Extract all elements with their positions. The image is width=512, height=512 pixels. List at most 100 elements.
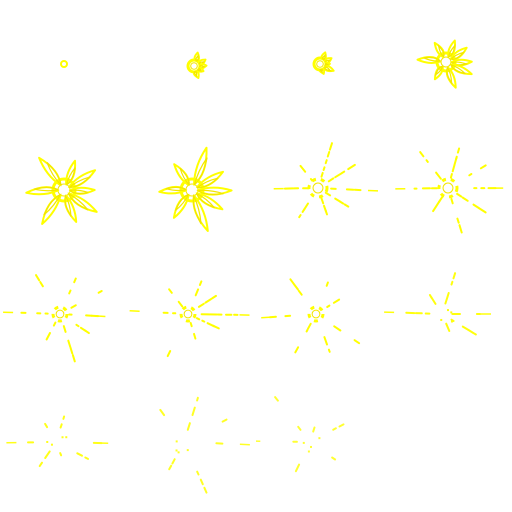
spark-fragment [189, 322, 193, 328]
spark-fragment [191, 406, 196, 417]
spark-speck [302, 441, 305, 444]
spark-fragment [294, 463, 301, 473]
spark-fragment [38, 461, 43, 468]
spark-arm-inner [195, 192, 216, 209]
sprite-frame [384, 0, 512, 128]
sprite-frame [384, 128, 512, 256]
spark-fragment [322, 166, 326, 171]
spark-fragment [472, 203, 480, 209]
spark-fragment [221, 418, 228, 423]
sprite-frame [256, 128, 384, 256]
spark-fragment [84, 456, 89, 460]
spark-fragment [297, 289, 303, 296]
spark-fragment [445, 322, 451, 332]
spark-arm-inner [324, 66, 332, 72]
spark-core-inner [311, 309, 321, 319]
spark-core-inner [312, 182, 324, 194]
spark-fragment [456, 217, 460, 224]
empty-frame [384, 384, 512, 512]
spark-fragment [177, 300, 184, 308]
spark-speck [177, 451, 180, 454]
spark-fragment [62, 325, 67, 333]
spark-fragment [324, 159, 328, 165]
spark-arm-inner [67, 176, 91, 188]
spark-fragment [479, 164, 487, 170]
spark-fragment [168, 464, 173, 471]
sprite-frame [128, 256, 256, 384]
spark-arm-inner [67, 192, 89, 211]
spark-fragment [297, 425, 302, 431]
spark-arm-inner [319, 68, 323, 74]
spark-fragment [333, 325, 342, 332]
spark-fragment [159, 408, 166, 417]
spark-fragment [324, 191, 332, 197]
spark-fragment [211, 294, 217, 300]
spark-fragment [338, 200, 345, 205]
sprite-frame [384, 256, 512, 384]
spark-fragment [293, 283, 299, 291]
spark-fragment [324, 209, 328, 216]
spark-burst-icon [273, 142, 379, 219]
sprite-frame [0, 0, 128, 128]
spark-arm-inner [193, 157, 208, 187]
spark-fragment [69, 346, 74, 355]
spark-fragment [73, 277, 77, 284]
spark-arm-inner [450, 51, 466, 60]
spark-fragment [201, 319, 206, 323]
spark-fragment [461, 196, 469, 202]
spark-fragment [67, 339, 72, 348]
spark-fragment [166, 350, 172, 358]
spark-arm-inner [43, 193, 62, 216]
spark-arm-inner [195, 177, 219, 189]
sprite-frame [128, 128, 256, 256]
spark-fragment [299, 164, 307, 173]
spark-speck [446, 309, 449, 312]
spark-fragment [76, 452, 83, 457]
sprite-frame [0, 128, 128, 256]
spark-speck [175, 449, 178, 452]
spark-speck [61, 436, 64, 439]
spark-fragment [468, 173, 473, 177]
spark-fragment [449, 173, 453, 179]
spark-arm-inner [196, 189, 224, 195]
spark-speck [450, 320, 453, 323]
spark-speck [175, 440, 178, 443]
spark-fragment [458, 224, 463, 234]
spark-fragment [328, 142, 333, 151]
spark-fragment [186, 422, 191, 431]
spark-streak [261, 316, 272, 319]
spark-core-inner [183, 309, 193, 319]
spark-fragment [44, 422, 49, 429]
spark-arm-inner [321, 53, 326, 61]
spark-burst-icon [60, 60, 68, 68]
spark-fragment [289, 278, 295, 286]
spark-arm-inner [448, 43, 456, 58]
spark-fragment [319, 195, 325, 205]
spark-fragment [75, 323, 80, 328]
sprite-frame [0, 384, 128, 512]
spark-burst-icon [261, 278, 361, 354]
spark-arm-inner [193, 71, 198, 78]
spark-arm-inner [192, 193, 202, 225]
spark-speck [318, 437, 321, 440]
spark-fragment [303, 202, 309, 211]
spark-fragment [97, 290, 103, 294]
spark-burst-icon [416, 39, 473, 89]
spark-burst-icon [129, 280, 250, 358]
spark-fragment [332, 427, 337, 431]
spark-burst-icon [6, 415, 109, 468]
spark-arm-inner [179, 167, 190, 186]
spark-speck [186, 449, 189, 452]
spark-fragment [59, 452, 63, 457]
spark-fragment [456, 192, 463, 198]
sprite-frame [128, 0, 256, 128]
spark-arm-inner [423, 56, 442, 62]
spark-fragment [435, 171, 442, 180]
spark-fragment [452, 272, 457, 280]
spark-core [179, 305, 197, 323]
spark-fragment [59, 423, 63, 429]
sprite-frame [256, 0, 384, 128]
spark-arm-inner [434, 66, 443, 77]
spark-core-inner [316, 60, 324, 68]
spark-fragment [39, 281, 44, 288]
